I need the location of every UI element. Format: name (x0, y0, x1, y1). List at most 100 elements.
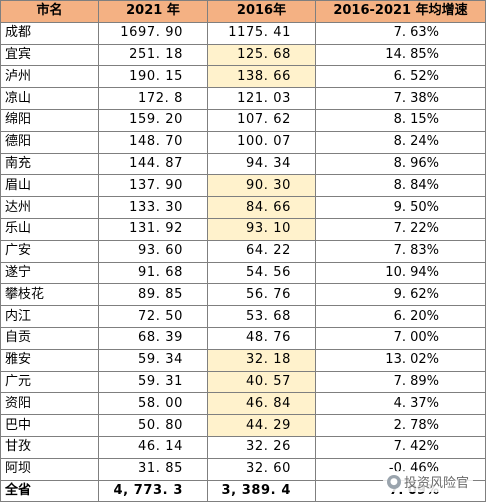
table-row: 凉山 172. 8 121. 03 7. 38% (0, 87, 486, 110)
row-2021: 148. 70 (98, 130, 208, 154)
row-2021: 133. 30 (98, 196, 208, 219)
table-row: 遂宁 91. 68 54. 56 10. 94% (0, 261, 486, 285)
row-2021: 144. 87 (98, 152, 208, 176)
row-2016: 32. 26 (207, 435, 316, 459)
table-row: 资阳 58. 00 46. 84 4. 37% (0, 392, 486, 416)
row-city: 广安 (0, 239, 99, 263)
row-growth: 9. 50% (315, 196, 486, 219)
row-growth: 7. 83% (315, 239, 486, 263)
watermark-text: 投资风险官 (403, 476, 469, 491)
table-row: 广元 59. 31 40. 57 7. 89% (0, 370, 486, 394)
table-row: 自贡 68. 39 48. 76 7. 00% (0, 326, 486, 350)
row-2021: 131. 92 (98, 217, 208, 241)
row-growth: 14. 85% (315, 43, 486, 67)
row-2021: 251. 18 (98, 43, 208, 67)
row-growth: 6. 52% (315, 65, 486, 89)
row-2016: 100. 07 (207, 130, 316, 154)
table-row: 泸州 190. 15 138. 66 6. 52% (0, 65, 486, 89)
row-city: 广元 (0, 370, 99, 394)
table-row: 雅安 59. 34 32. 18 13. 02% (0, 348, 486, 372)
row-city: 乐山 (0, 217, 99, 241)
row-city: 甘孜 (0, 435, 99, 459)
row-2021: 50. 80 (98, 414, 208, 437)
row-growth: 7. 42% (315, 435, 486, 459)
row-2016: 121. 03 (207, 87, 316, 110)
row-2016: 48. 76 (207, 326, 316, 350)
row-city: 巴中 (0, 414, 99, 437)
row-city: 德阳 (0, 130, 99, 154)
row-2021: 59. 31 (98, 370, 208, 394)
row-city: 宜宾 (0, 43, 99, 67)
total-2016: 3, 389. 4 (207, 479, 316, 502)
header-2016: 2016年 (207, 0, 316, 23)
row-growth: 10. 94% (315, 261, 486, 285)
table-row: 攀枝花 89. 85 56. 76 9. 62% (0, 283, 486, 307)
row-2016: 1175. 41 (207, 21, 316, 45)
watermark: ● 投资风险官 (382, 471, 473, 492)
row-growth: 8. 15% (315, 108, 486, 132)
row-2021: 1697. 90 (98, 21, 208, 45)
row-growth: 8. 24% (315, 130, 486, 154)
row-city: 成都 (0, 21, 99, 45)
row-city: 攀枝花 (0, 283, 99, 307)
row-growth: 7. 22% (315, 217, 486, 241)
table-row: 南充 144. 87 94. 34 8. 96% (0, 152, 486, 176)
row-city: 达州 (0, 196, 99, 219)
table-row: 乐山 131. 92 93. 10 7. 22% (0, 217, 486, 241)
row-2021: 190. 15 (98, 65, 208, 89)
row-2016: 125. 68 (207, 43, 316, 67)
row-2016: 56. 76 (207, 283, 316, 307)
row-2021: 72. 50 (98, 305, 208, 328)
row-2016: 44. 29 (207, 414, 316, 437)
header-city: 市名 (0, 0, 99, 23)
table-row: 巴中 50. 80 44. 29 2. 78% (0, 414, 486, 437)
table-row: 德阳 148. 70 100. 07 8. 24% (0, 130, 486, 154)
row-2016: 32. 18 (207, 348, 316, 372)
row-growth: 9. 62% (315, 283, 486, 307)
row-2016: 90. 30 (207, 174, 316, 198)
row-2016: 32. 60 (207, 457, 316, 481)
row-2021: 91. 68 (98, 261, 208, 285)
row-growth: 2. 78% (315, 414, 486, 437)
row-city: 雅安 (0, 348, 99, 372)
table-row: 内江 72. 50 53. 68 6. 20% (0, 305, 486, 328)
table-row: 广安 93. 60 64. 22 7. 83% (0, 239, 486, 263)
row-growth: 7. 38% (315, 87, 486, 110)
table-row: 绵阳 159. 20 107. 62 8. 15% (0, 108, 486, 132)
row-city: 眉山 (0, 174, 99, 198)
row-growth: 7. 00% (315, 326, 486, 350)
row-2021: 68. 39 (98, 326, 208, 350)
row-growth: 13. 02% (315, 348, 486, 372)
row-2021: 58. 00 (98, 392, 208, 416)
row-city: 资阳 (0, 392, 99, 416)
row-growth: 7. 63% (315, 21, 486, 45)
header-growth: 2016-2021 年均增速 (315, 0, 486, 23)
row-2016: 46. 84 (207, 392, 316, 416)
row-growth: 4. 37% (315, 392, 486, 416)
row-2016: 84. 66 (207, 196, 316, 219)
row-2021: 172. 8 (98, 87, 208, 110)
header-row: 市名 2021 年 2016年 2016-2021 年均增速 (0, 0, 486, 23)
row-2016: 93. 10 (207, 217, 316, 241)
row-city: 凉山 (0, 87, 99, 110)
row-2016: 40. 57 (207, 370, 316, 394)
row-city: 绵阳 (0, 108, 99, 132)
row-2016: 138. 66 (207, 65, 316, 89)
total-2021: 4, 773. 3 (98, 479, 208, 502)
row-2016: 64. 22 (207, 239, 316, 263)
row-2016: 94. 34 (207, 152, 316, 176)
table-row: 眉山 137. 90 90. 30 8. 84% (0, 174, 486, 198)
row-city: 南充 (0, 152, 99, 176)
row-growth: 8. 84% (315, 174, 486, 198)
row-city: 自贡 (0, 326, 99, 350)
row-city: 遂宁 (0, 261, 99, 285)
row-city: 泸州 (0, 65, 99, 89)
row-2021: 59. 34 (98, 348, 208, 372)
total-city: 全省 (0, 479, 99, 502)
row-city: 内江 (0, 305, 99, 328)
row-2016: 107. 62 (207, 108, 316, 132)
row-2021: 159. 20 (98, 108, 208, 132)
row-city: 阿坝 (0, 457, 99, 481)
header-2021: 2021 年 (98, 0, 208, 23)
